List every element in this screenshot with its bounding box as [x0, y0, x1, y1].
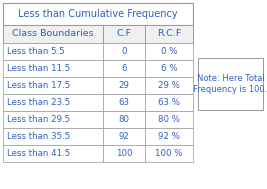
- Text: 92: 92: [119, 132, 129, 141]
- Text: 6: 6: [121, 64, 127, 73]
- Text: 92 %: 92 %: [158, 132, 180, 141]
- Text: 80 %: 80 %: [158, 115, 180, 124]
- Bar: [145, 145, 193, 162]
- Text: R.C.F: R.C.F: [157, 29, 181, 39]
- Text: 0 %: 0 %: [161, 47, 177, 56]
- Bar: [145, 128, 193, 145]
- Text: 80: 80: [119, 115, 129, 124]
- Bar: [3, 43, 103, 60]
- Text: 29 %: 29 %: [158, 81, 180, 90]
- Bar: [3, 60, 103, 77]
- Bar: [103, 60, 145, 77]
- Bar: [103, 128, 145, 145]
- Bar: [3, 145, 103, 162]
- Bar: [145, 25, 193, 43]
- Bar: [3, 3, 193, 25]
- Bar: [145, 77, 193, 94]
- Text: Less than 23.5: Less than 23.5: [7, 98, 70, 107]
- Text: Less than 5.5: Less than 5.5: [7, 47, 65, 56]
- Text: 0: 0: [121, 47, 127, 56]
- Bar: [145, 43, 193, 60]
- Text: Less than 41.5: Less than 41.5: [7, 149, 70, 158]
- Bar: [198, 58, 263, 110]
- Bar: [103, 77, 145, 94]
- Bar: [3, 128, 103, 145]
- Bar: [3, 25, 103, 43]
- Bar: [145, 60, 193, 77]
- Bar: [3, 94, 103, 111]
- Text: 100 %: 100 %: [155, 149, 183, 158]
- Bar: [103, 145, 145, 162]
- Bar: [103, 25, 145, 43]
- Text: 63 %: 63 %: [158, 98, 180, 107]
- Text: Less than 35.5: Less than 35.5: [7, 132, 70, 141]
- Text: Class Boundaries: Class Boundaries: [12, 29, 94, 39]
- Text: Less than Cumulative Frequency: Less than Cumulative Frequency: [18, 9, 178, 19]
- Bar: [103, 94, 145, 111]
- Text: 100: 100: [116, 149, 132, 158]
- Text: Note: Here Total
Frequency is 100.: Note: Here Total Frequency is 100.: [193, 74, 267, 94]
- Bar: [3, 77, 103, 94]
- Text: 63: 63: [119, 98, 129, 107]
- Bar: [103, 43, 145, 60]
- Bar: [103, 111, 145, 128]
- Bar: [145, 111, 193, 128]
- Bar: [145, 94, 193, 111]
- Text: 6 %: 6 %: [161, 64, 177, 73]
- Text: Less than 11.5: Less than 11.5: [7, 64, 70, 73]
- Text: C.F: C.F: [116, 29, 132, 39]
- Text: Less than 29.5: Less than 29.5: [7, 115, 70, 124]
- Text: Less than 17.5: Less than 17.5: [7, 81, 70, 90]
- Text: 29: 29: [119, 81, 129, 90]
- Bar: [3, 111, 103, 128]
